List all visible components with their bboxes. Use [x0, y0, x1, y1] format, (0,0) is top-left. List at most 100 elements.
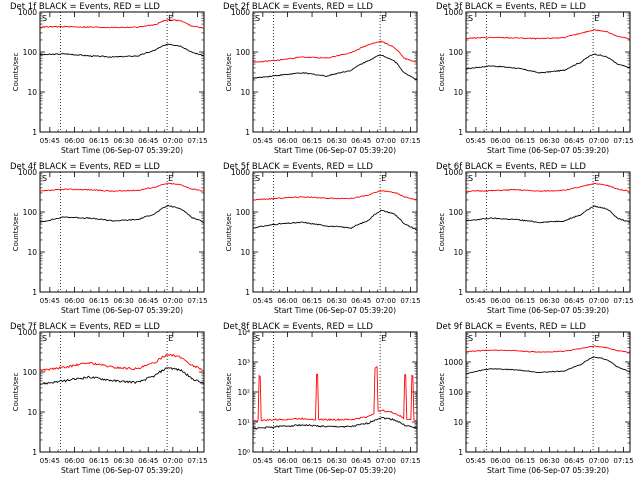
x-axis-label: Start Time (06-Sep-07 05:39:20)	[274, 306, 396, 315]
y-tick-label: 10	[27, 88, 37, 97]
start-marker-label: S	[42, 174, 47, 183]
y-tick-label: 100	[23, 208, 38, 217]
end-marker-label: E	[594, 14, 599, 23]
panel-title: Det 2f BLACK = Events, RED = LLD	[223, 2, 373, 12]
panel-title: Det 1f BLACK = Events, RED = LLD	[10, 2, 160, 12]
y-tick-label: 10	[240, 88, 250, 97]
axes-frame	[465, 171, 631, 293]
end-marker-label: E	[168, 334, 173, 343]
x-tick-label: 06:00	[64, 297, 84, 305]
series-line-events	[39, 43, 205, 58]
y-tick-label: 10¹	[237, 418, 250, 427]
axes-frame	[252, 331, 418, 453]
x-tick-label: 07:15	[400, 137, 420, 145]
y-tick-label: 10	[453, 418, 463, 427]
x-tick-label: 06:15	[302, 137, 322, 145]
x-tick-label: 07:15	[613, 137, 633, 145]
x-tick-label: 06:45	[351, 297, 371, 305]
x-tick-label: 06:45	[138, 457, 158, 465]
start-marker-label: S	[255, 14, 260, 23]
start-marker-label: S	[255, 174, 260, 183]
x-tick-label: 06:00	[277, 137, 297, 145]
x-tick-label: 06:15	[89, 137, 109, 145]
x-tick-label: 07:15	[187, 457, 207, 465]
series-line-events	[252, 416, 418, 430]
y-tick-label: 10	[27, 248, 37, 257]
panel-det-7: Det 7f BLACK = Events, RED = LLD 1 10 100 10…	[10, 322, 208, 475]
x-tick-label: 07:00	[163, 297, 183, 305]
y-tick-label: 1	[458, 448, 463, 457]
series-line-events	[39, 367, 205, 385]
x-axis-label: Start Time (06-Sep-07 05:39:20)	[61, 466, 183, 475]
x-tick-label: 07:15	[187, 137, 207, 145]
y-axis-label: Counts/sec	[438, 53, 446, 92]
panel-det-5: Det 5f BLACK = Events, RED = LLD 1 10 100 10…	[223, 162, 421, 315]
x-axis-label: Start Time (06-Sep-07 05:39:20)	[274, 146, 396, 155]
series-line-lld	[465, 28, 631, 40]
x-tick-label: 07:00	[589, 457, 609, 465]
series-line-events	[465, 53, 631, 74]
x-tick-label: 05:45	[40, 297, 60, 305]
panel-det-2: Det 2f BLACK = Events, RED = LLD 1 10 100 10…	[223, 2, 421, 155]
y-tick-label: 10	[240, 248, 250, 257]
series-line-lld	[39, 353, 205, 372]
axes-frame	[39, 331, 205, 453]
y-axis-label: Counts/sec	[12, 213, 20, 252]
y-tick-label: 1000	[18, 8, 37, 17]
y-tick-label: 1000	[231, 8, 250, 17]
y-tick-label: 1	[32, 128, 37, 137]
x-axis-label: Start Time (06-Sep-07 05:39:20)	[487, 466, 609, 475]
x-tick-label: 06:15	[302, 297, 322, 305]
series-line-lld	[465, 182, 631, 193]
x-tick-label: 06:15	[302, 457, 322, 465]
panel-title: Det 7f BLACK = Events, RED = LLD	[10, 322, 160, 332]
y-tick-label: 1	[458, 288, 463, 297]
x-tick-label: 06:45	[351, 457, 371, 465]
x-tick-label: 06:45	[564, 297, 584, 305]
panel-title: Det 8f BLACK = Events, RED = LLD	[223, 322, 373, 332]
x-tick-label: 05:45	[253, 297, 273, 305]
start-marker-label: S	[42, 334, 47, 343]
y-axis-label: Counts/sec	[438, 373, 446, 412]
y-tick-label: 10⁴	[237, 328, 250, 337]
axes-frame	[465, 11, 631, 133]
x-tick-label: 06:45	[351, 137, 371, 145]
x-tick-label: 07:00	[589, 137, 609, 145]
x-tick-label: 06:00	[277, 457, 297, 465]
start-marker-label: S	[468, 334, 473, 343]
x-tick-label: 06:15	[515, 137, 535, 145]
x-tick-label: 05:45	[466, 137, 486, 145]
end-marker-label: E	[381, 334, 386, 343]
start-marker-label: S	[468, 14, 473, 23]
series-line-lld	[39, 182, 205, 193]
x-tick-label: 06:00	[277, 297, 297, 305]
x-tick-label: 07:15	[613, 457, 633, 465]
x-tick-label: 05:45	[466, 457, 486, 465]
x-axis-label: Start Time (06-Sep-07 05:39:20)	[61, 146, 183, 155]
y-tick-label: 10³	[237, 358, 250, 367]
y-tick-label: 1000	[231, 168, 250, 177]
y-axis-label: Counts/sec	[12, 53, 20, 92]
x-axis-label: Start Time (06-Sep-07 05:39:20)	[487, 146, 609, 155]
panel-det-1: Det 1f BLACK = Events, RED = LLD 1 10 100 10…	[10, 2, 208, 155]
end-marker-label: E	[168, 174, 173, 183]
y-tick-label: 100	[23, 48, 38, 57]
y-tick-label: 100	[236, 208, 251, 217]
series-line-events	[465, 205, 631, 224]
x-tick-label: 06:00	[64, 457, 84, 465]
panel-det-4: Det 4f BLACK = Events, RED = LLD 1 10 100 10…	[10, 162, 208, 315]
panel-title: Det 9f BLACK = Events, RED = LLD	[436, 322, 586, 332]
x-tick-label: 05:45	[253, 457, 273, 465]
x-tick-label: 06:30	[114, 137, 134, 145]
axes-frame	[252, 11, 418, 133]
x-tick-label: 05:45	[40, 457, 60, 465]
panel-title: Det 5f BLACK = Events, RED = LLD	[223, 162, 373, 172]
x-tick-label: 06:15	[89, 297, 109, 305]
x-tick-label: 05:45	[253, 137, 273, 145]
end-marker-label: E	[381, 174, 386, 183]
end-marker-label: E	[381, 14, 386, 23]
y-tick-label: 1	[32, 288, 37, 297]
x-tick-label: 07:00	[163, 137, 183, 145]
y-axis-label: Counts/sec	[225, 53, 233, 92]
